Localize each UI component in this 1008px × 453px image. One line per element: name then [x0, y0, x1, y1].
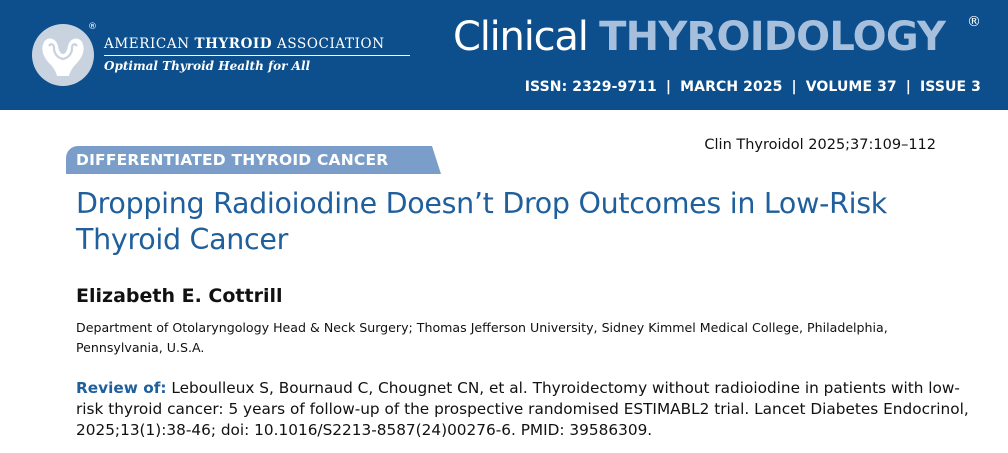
journal-title-part2: THYROIDOLOGY: [599, 14, 946, 60]
association-divider: [104, 55, 410, 56]
registered-mark: ®: [88, 22, 97, 32]
volume: VOLUME 37: [805, 79, 897, 95]
association-name-suffix: ASSOCIATION: [272, 36, 385, 52]
section-tag: DIFFERENTIATED THYROID CANCER: [66, 146, 441, 174]
separator: |: [905, 79, 911, 95]
review-reference: Review of: Leboulleux S, Bournaud C, Cho…: [76, 378, 986, 441]
thyroid-association-logo-icon: [32, 24, 94, 86]
author-name: Elizabeth E. Cottrill: [76, 285, 283, 307]
journal-title-part1: Clinical: [453, 14, 600, 60]
issue-date: MARCH 2025: [680, 79, 783, 95]
journal-banner: ® AMERICAN THYROID ASSOCIATION Optimal T…: [0, 0, 1008, 110]
association-tagline: Optimal Thyroid Health for All: [104, 59, 311, 73]
article-title: Dropping Radioiodine Doesn’t Drop Outcom…: [76, 187, 887, 256]
association-name: AMERICAN THYROID ASSOCIATION: [104, 36, 385, 52]
issn: ISSN: 2329-9711: [524, 79, 657, 95]
journal-registered-mark: ®: [967, 14, 981, 30]
separator: |: [665, 79, 672, 95]
issue-number: ISSUE 3: [920, 79, 981, 95]
review-label: Review of:: [76, 379, 167, 397]
association-name-bold: THYROID: [194, 36, 273, 52]
separator: |: [791, 79, 797, 95]
journal-citation: Clin Thyroidol 2025;37:109–112: [704, 137, 936, 153]
association-name-prefix: AMERICAN: [104, 36, 195, 52]
journal-title: Clinical THYROIDOLOGY: [453, 13, 946, 61]
review-citation-text: Leboulleux S, Bournaud C, Chougnet CN, e…: [76, 379, 969, 439]
author-affiliation: Department of Otolaryngology Head & Neck…: [76, 320, 888, 355]
issue-info: ISSN: 2329-9711 | MARCH 2025 | VOLUME 37 | ISS…: [525, 79, 981, 95]
section-label: DIFFERENTIATED THYROID CANCER: [76, 151, 389, 169]
